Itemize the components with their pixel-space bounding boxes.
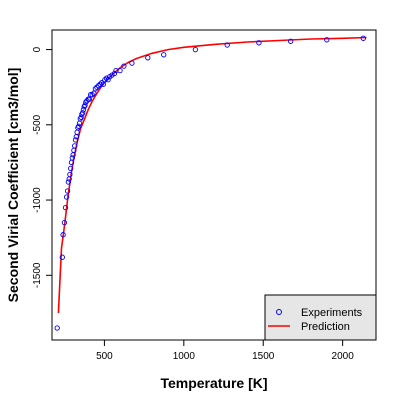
experiment-point [105,77,111,83]
experiment-point [288,38,294,44]
experiment-point [100,81,106,87]
experiment-point [80,107,87,113]
experiment-point [64,188,71,194]
experiment-point [61,219,68,226]
experiment-point [91,90,97,96]
experiment-point [103,75,110,81]
experiment-point [54,325,60,331]
experiment-point [63,194,70,200]
experiment-point [80,110,86,116]
experiment-point [68,165,74,172]
experiment-point [94,84,100,90]
experiment-point [161,52,167,58]
experiment-point [69,155,75,161]
experiment-point [360,35,366,41]
experiment-point [72,143,78,149]
x-axis: 500 1000 1500 2000 [96,340,354,362]
experiment-point [121,63,127,69]
experiment-point [82,102,88,108]
legend-experiments-marker [276,309,282,315]
experiment-point [129,60,135,66]
experiment-point [117,67,123,74]
x-tick-label: 2000 [332,351,355,362]
y-tick-label: 0 [32,46,43,52]
legend: Experiments Prediction [264,294,377,341]
y-tick-label: -500 [32,114,43,134]
experiment-point [87,92,94,98]
experiment-point [192,46,199,53]
experiment-point [72,137,79,143]
experiment-point [78,114,84,120]
experiment-point [59,254,65,260]
experiment-point [65,179,72,185]
legend-experiments-label: Experiments [301,307,363,319]
experiment-point [324,37,330,43]
experiment-point [95,83,102,89]
x-tick-label: 500 [96,351,113,362]
experiment-point [67,171,73,178]
experiment-point [224,42,230,48]
experiment-point [256,40,262,46]
x-tick-label: 1500 [252,351,275,362]
experiment-point [145,55,151,61]
legend-box [264,294,377,341]
experiment-point [89,92,95,98]
y-tick-label: -1500 [32,262,43,288]
experiment-point [60,232,66,238]
experiment-point [99,80,105,86]
y-tick-label: -1000 [32,187,43,213]
legend-prediction-label: Prediction [301,321,350,333]
experiment-point [92,86,99,92]
experiment-point [76,123,82,129]
experiment-point [102,77,108,83]
y-axis-title: Second Virial Coefficient [cm3/mol] [5,68,21,303]
experiment-point [97,81,103,87]
experiment-point [111,70,118,77]
y-axis: 0 -500 -1000 -1500 [32,46,52,288]
experiments-series [54,35,366,331]
plot-frame [51,29,377,341]
x-axis-title: Temperature [K] [160,375,267,391]
experiment-point [62,204,69,211]
x-tick-label: 1000 [173,351,196,362]
